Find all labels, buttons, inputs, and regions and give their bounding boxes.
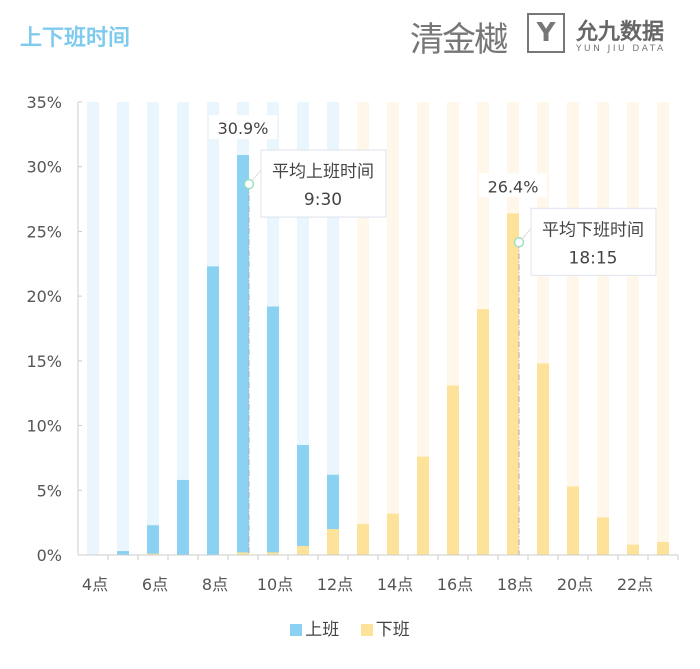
logo-yunjiu-en: YUN JIU DATA xyxy=(576,44,666,54)
annotation-value: 18:15 xyxy=(569,248,618,268)
annotation-value: 9:30 xyxy=(304,190,342,210)
bar-commute-out xyxy=(267,552,279,555)
bar-track xyxy=(657,102,669,555)
x-tick-label: 10点 xyxy=(257,575,293,594)
bar-commute-out xyxy=(537,363,549,555)
annotation-box xyxy=(260,149,387,218)
logo-qingjinyue: 清金樾 xyxy=(410,20,508,60)
bar-commute-out xyxy=(447,385,459,555)
bar-track xyxy=(627,102,639,555)
legend-item-out[interactable]: 下班 xyxy=(360,620,410,640)
bar-commute-in xyxy=(297,444,309,555)
bar-commute-out xyxy=(387,513,399,555)
y-tick-label: 5% xyxy=(37,481,62,500)
bar-commute-in xyxy=(237,155,249,555)
x-tick-label: 14点 xyxy=(377,575,413,594)
bar-commute-in xyxy=(117,551,129,555)
x-tick-label: 12点 xyxy=(317,575,353,594)
bar-commute-in xyxy=(147,525,159,555)
annotation-label: 平均上班时间 xyxy=(272,162,374,182)
x-tick-label: 20点 xyxy=(557,575,593,594)
bar-chart: 0% 5% 10% 15% 20% 25% 30% 35% 4点 6点 8点 10点 12点 14点 16点… xyxy=(26,93,679,594)
bar-track xyxy=(417,102,429,555)
x-tick-label: 22点 xyxy=(617,575,653,594)
bar-commute-out xyxy=(507,213,519,555)
x-tick-label: 16点 xyxy=(437,575,473,594)
annotation-marker xyxy=(513,237,525,248)
x-tick-label: 8点 xyxy=(202,575,228,594)
bar-commute-out xyxy=(147,553,159,555)
y-tick-label: 0% xyxy=(37,546,62,565)
y-tick-label: 30% xyxy=(26,158,62,177)
chart-title: 上下班时间 xyxy=(20,26,131,51)
legend-swatch-out xyxy=(360,624,373,636)
bar-commute-in xyxy=(207,266,219,555)
y-tick-label: 20% xyxy=(26,287,62,306)
legend-item-in[interactable]: 上班 xyxy=(290,620,339,640)
bar-commute-in xyxy=(177,479,189,555)
y-tick-label: 25% xyxy=(26,222,62,241)
bar-track xyxy=(387,102,399,555)
bar-commute-out xyxy=(597,517,609,555)
annotation-marker xyxy=(243,178,255,190)
bar-commute-out xyxy=(627,544,639,555)
x-tick-label: 4点 xyxy=(82,575,108,594)
legend-label-in: 上班 xyxy=(305,620,340,640)
bar-track xyxy=(147,102,159,555)
y-tick-label: 35% xyxy=(26,93,62,112)
bar-commute-out xyxy=(297,545,309,555)
data-label-bg xyxy=(209,115,277,140)
legend-swatch-in xyxy=(290,624,303,636)
data-label-bg xyxy=(479,173,547,198)
y-tick-label: 15% xyxy=(26,352,62,371)
annotation-connector xyxy=(251,169,262,182)
legend-label-out: 下班 xyxy=(375,620,410,640)
bar-track xyxy=(177,102,189,555)
bar-commute-in xyxy=(267,306,279,555)
annotation-connector xyxy=(521,227,532,240)
bar-commute-out xyxy=(327,529,339,555)
bar-commute-out xyxy=(357,523,369,555)
data-label: 30.9% xyxy=(218,119,269,138)
bar-track xyxy=(117,102,129,555)
bar-commute-out xyxy=(417,456,429,555)
bar-commute-out xyxy=(477,309,489,555)
annotation-box xyxy=(530,207,657,276)
data-label: 26.4% xyxy=(488,177,539,196)
bar-commute-out xyxy=(567,486,579,555)
x-tick-label: 18点 xyxy=(497,575,533,594)
logo-yunjiu-mark: Y xyxy=(527,13,565,53)
bar-commute-out xyxy=(237,552,249,555)
annotation-label: 平均下班时间 xyxy=(542,220,644,240)
x-tick-label: 6点 xyxy=(142,575,168,594)
bar-track xyxy=(87,102,99,555)
logo-yunjiu-cn: 允九数据 xyxy=(576,20,665,45)
bar-track xyxy=(597,102,609,555)
y-tick-label: 10% xyxy=(26,417,62,436)
bar-commute-out xyxy=(657,542,669,555)
legend: 上班 下班 xyxy=(0,615,700,640)
